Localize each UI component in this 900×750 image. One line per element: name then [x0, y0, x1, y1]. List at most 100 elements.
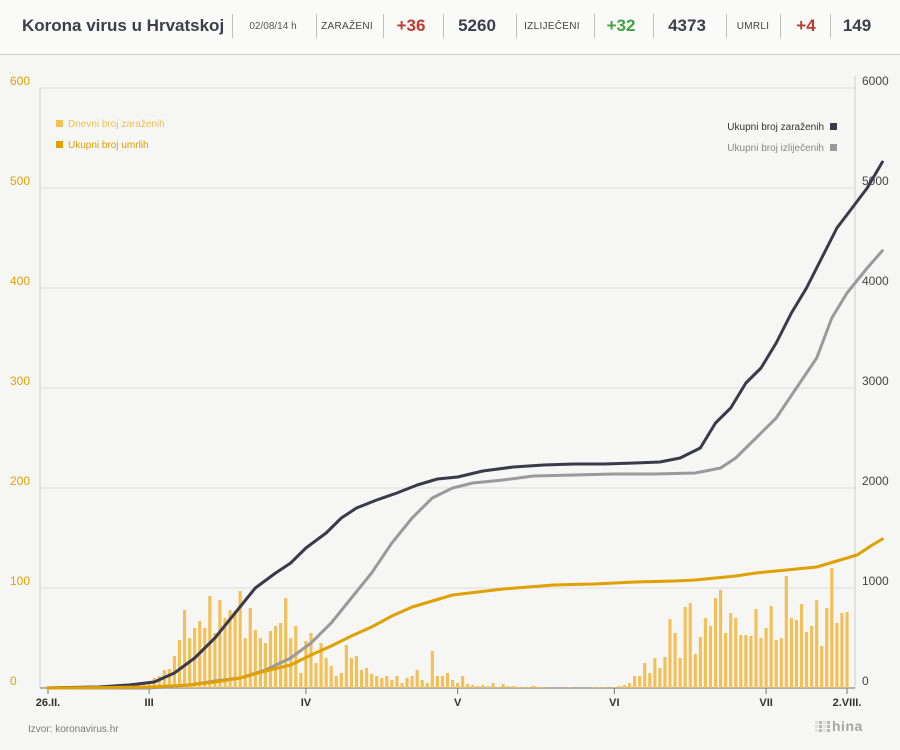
daily-cases-bar	[147, 681, 151, 688]
daily-cases-bar	[279, 623, 283, 688]
daily-cases-bar	[774, 640, 778, 688]
infected-label: ZARAŽENI	[321, 20, 373, 32]
daily-cases-bar	[633, 676, 637, 688]
recovered-delta: +32	[606, 16, 636, 35]
divider	[316, 14, 317, 38]
infected-delta: +36	[396, 16, 426, 35]
divider	[516, 14, 517, 38]
daily-cases-bar	[749, 636, 753, 688]
daily-cases-bar	[182, 610, 187, 688]
total-deaths-line	[46, 537, 884, 690]
daily-cases-bar	[365, 668, 369, 688]
daily-cases-bar	[810, 626, 814, 688]
daily-cases-bar	[799, 604, 804, 688]
source-note: Izvor: koronavirus.hr	[28, 724, 119, 735]
y-left-tick-label: 200	[10, 474, 30, 488]
logo-text: hina	[832, 718, 863, 734]
total-infected-line	[46, 160, 884, 690]
daily-cases-bar	[157, 676, 161, 688]
daily-cases-bar	[729, 613, 733, 688]
daily-cases-bar	[759, 638, 763, 688]
daily-cases-bar	[410, 676, 414, 688]
deaths-delta: +4	[796, 16, 816, 35]
daily-cases-bar	[627, 683, 632, 688]
daily-cases-bar	[804, 632, 809, 688]
daily-cases-bar	[658, 668, 662, 688]
daily-cases-bar	[243, 638, 247, 688]
legend-label: Ukupni broj izliječenih	[727, 143, 824, 154]
daily-cases-bar	[830, 568, 834, 688]
daily-cases-bar	[789, 618, 793, 688]
daily-cases-bar	[612, 687, 616, 688]
daily-cases-bar	[354, 656, 359, 688]
daily-cases-bar	[339, 673, 343, 688]
covid-chart: 0100200300400500600010002000300040005000…	[10, 74, 889, 709]
daily-cases-bar	[476, 686, 480, 688]
daily-cases-bar	[284, 598, 288, 688]
daily-cases-bar	[142, 683, 146, 688]
daily-cases-bar	[542, 687, 546, 688]
daily-cases-bar	[769, 606, 773, 688]
daily-cases-bar	[531, 686, 536, 688]
logo-mark-icon	[815, 720, 830, 732]
daily-cases-bar	[643, 663, 647, 688]
daily-cases-bar	[526, 687, 530, 688]
y-left-tick-label: 300	[10, 374, 30, 388]
daily-cases-bar	[461, 676, 465, 688]
y-right-tick-label: 4000	[862, 274, 889, 288]
daily-cases-bar	[456, 683, 460, 688]
daily-cases-bar	[739, 635, 743, 688]
daily-cases-bar	[663, 657, 667, 688]
divider	[383, 14, 384, 38]
daily-cases-bar	[815, 600, 819, 688]
daily-cases-bar	[213, 633, 217, 688]
x-tick-label: 26.II.	[36, 697, 60, 709]
header-bar: Korona virus u Hrvatskoj 02/08/14 h ZARA…	[0, 0, 900, 55]
daily-cases-bar	[309, 633, 313, 688]
daily-cases-bar	[319, 643, 323, 688]
daily-cases-bar	[734, 618, 738, 688]
daily-cases-bar	[784, 576, 788, 688]
legend-label: Dnevni broj zaraženih	[68, 119, 165, 130]
daily-cases-bar	[491, 683, 495, 688]
daily-cases-bar	[501, 684, 505, 688]
y-right-tick-label: 1000	[862, 574, 889, 588]
daily-cases-bar	[273, 626, 278, 688]
timestamp: 02/08/14 h	[249, 20, 297, 32]
hina-logo: hina	[815, 718, 863, 734]
daily-cases-bar	[440, 676, 445, 688]
y-left-tick-label: 500	[10, 174, 30, 188]
daily-cases-bar	[299, 673, 303, 688]
daily-cases-bar	[289, 638, 293, 688]
daily-cases-bar	[415, 670, 419, 688]
daily-cases-bar	[703, 618, 707, 688]
daily-cases-bar	[248, 608, 252, 688]
daily-cases-bar	[400, 683, 404, 688]
x-tick-label: 2.VIII.	[833, 697, 862, 709]
daily-cases-bar	[708, 626, 713, 688]
x-tick-label: V	[454, 697, 462, 709]
daily-cases-bar	[218, 600, 222, 688]
daily-cases-bar	[471, 685, 475, 688]
daily-cases-bar	[820, 646, 824, 688]
daily-cases-bar	[137, 683, 141, 688]
daily-cases-bar	[536, 687, 541, 688]
daily-cases-bar	[238, 591, 242, 688]
daily-cases-bar	[425, 683, 429, 688]
daily-cases-bar	[486, 686, 490, 688]
daily-cases-bar	[678, 658, 682, 688]
daily-cases-bar	[744, 635, 748, 688]
daily-cases-bar	[324, 658, 328, 688]
daily-cases-bar	[466, 684, 470, 688]
y-right-tick-label: 6000	[862, 74, 889, 88]
daily-cases-bar	[617, 686, 622, 688]
daily-cases-bar	[395, 676, 399, 688]
x-tick-label: IV	[301, 697, 312, 709]
y-left-tick-label: 100	[10, 574, 30, 588]
daily-cases-bar	[263, 643, 268, 688]
daily-cases-bar	[835, 623, 839, 688]
y-left-tick-label: 0	[10, 674, 17, 688]
daily-cases-bar	[754, 609, 758, 688]
daily-cases-bar	[314, 663, 318, 688]
infected-total: 5260	[458, 16, 496, 35]
